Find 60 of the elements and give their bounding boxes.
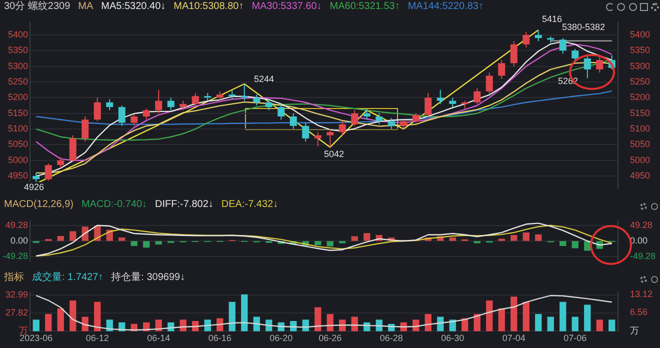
y2-tick-label: -49.28 bbox=[630, 250, 656, 261]
annotation: 4926 bbox=[24, 182, 44, 192]
y-tick-label: 0.00 bbox=[10, 235, 28, 246]
x-tick-label: 06-30 bbox=[441, 333, 464, 344]
y-tick-label: 32.99 bbox=[5, 290, 28, 300]
y-tick-label: 5000 bbox=[8, 154, 28, 165]
y2-tick-label: 5150 bbox=[630, 108, 650, 118]
text: MA10:5308.80↑ bbox=[174, 1, 244, 13]
x-tick-label: 07-04 bbox=[502, 333, 526, 344]
y2-tick-label: 5000 bbox=[630, 154, 650, 165]
series-label: 成交量: 1.7427↑ bbox=[32, 272, 104, 284]
y2-tick-label: 5250 bbox=[630, 76, 650, 86]
y-tick-label: 5100 bbox=[8, 124, 28, 134]
annotation: 5380-5382 bbox=[562, 22, 606, 32]
y2-tick-label: 49.28 bbox=[630, 220, 653, 230]
y2-tick-label: 6.56 bbox=[630, 307, 648, 318]
text: MA5:5320.40↓ bbox=[101, 1, 166, 13]
y2-tick-label: 5350 bbox=[630, 45, 650, 56]
x-tick-label: 06-26 bbox=[318, 333, 342, 344]
y-tick-label: 27.82 bbox=[5, 308, 28, 318]
text: 持仓量: 309699↓ bbox=[111, 272, 186, 284]
y2-tick-label: 4950 bbox=[630, 170, 650, 181]
legend-title: MA bbox=[78, 1, 94, 13]
y-tick-label: 5350 bbox=[8, 45, 28, 56]
text: DIFF:-7.802↓ bbox=[155, 199, 214, 211]
text: DEA:-7.432↓ bbox=[221, 199, 278, 211]
chart-title: 30分 螺纹2309 bbox=[4, 1, 70, 13]
legend-title: 指标 bbox=[4, 272, 24, 284]
y2-tick-label: 万 bbox=[630, 326, 639, 336]
annotation: 5416 bbox=[542, 14, 562, 24]
x-tick-label: 06-12 bbox=[86, 333, 109, 344]
text: MA144:5220.83↑ bbox=[408, 1, 484, 13]
y2-tick-label: 13.12 bbox=[630, 288, 653, 299]
y2-tick-label: 5050 bbox=[630, 139, 650, 150]
x-tick-label: 07-06 bbox=[564, 333, 587, 344]
annotation: 5042 bbox=[324, 148, 344, 159]
y2-tick-label: 5300 bbox=[630, 60, 650, 71]
y2-tick-label: 5200 bbox=[630, 92, 650, 102]
y-tick-label: -49.28 bbox=[2, 250, 28, 261]
y-tick-label: 49.28 bbox=[5, 220, 28, 230]
text: MA30:5337.60↓ bbox=[252, 1, 322, 13]
text: MA60:5321.53↑ bbox=[330, 1, 400, 13]
y-tick-label: 5050 bbox=[8, 139, 28, 150]
y-tick-label: 万 bbox=[19, 326, 28, 336]
y-tick-label: 4950 bbox=[8, 170, 28, 181]
x-tick-label: 2023-06 bbox=[20, 333, 53, 344]
y-tick-label: 5250 bbox=[8, 76, 28, 86]
y2-tick-label: 5100 bbox=[630, 124, 650, 134]
annotation: 5244 bbox=[254, 74, 274, 84]
x-tick-label: 06-16 bbox=[208, 333, 232, 344]
series-label: MACD:-0.740↓ bbox=[81, 199, 148, 211]
x-tick-label: 06-28 bbox=[380, 333, 403, 344]
y-tick-label: 5400 bbox=[8, 29, 28, 40]
y-tick-label: 5300 bbox=[8, 60, 28, 71]
y2-tick-label: 5400 bbox=[630, 29, 650, 40]
y-tick-label: 5200 bbox=[8, 92, 28, 102]
x-tick-label: 06-20 bbox=[270, 333, 293, 344]
x-tick-label: 06-14 bbox=[147, 333, 170, 344]
y-tick-label: 5150 bbox=[8, 108, 28, 118]
legend-title: MACD(12,26,9) bbox=[4, 199, 74, 211]
